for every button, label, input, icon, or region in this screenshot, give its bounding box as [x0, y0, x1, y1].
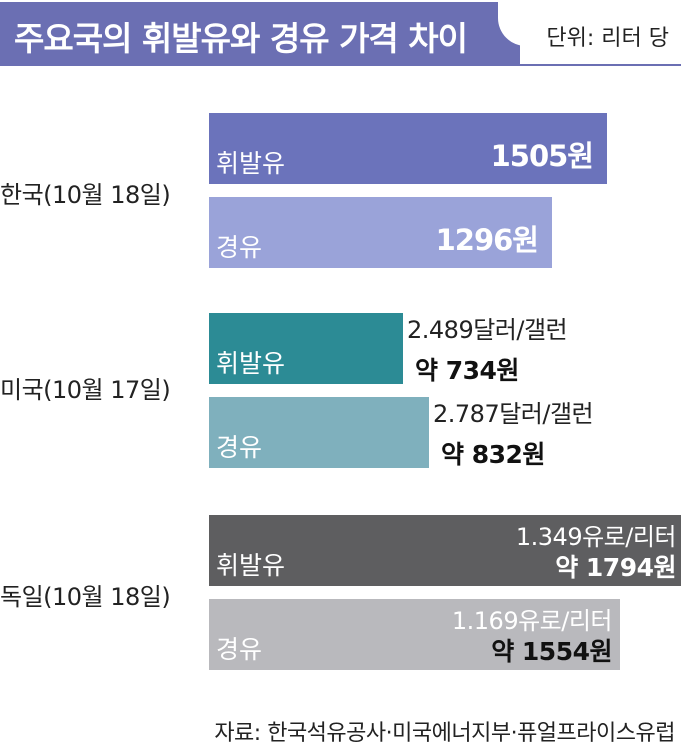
local-price-label: 2.787달러/갤런 [433, 400, 594, 428]
bar-name-label: 경유 [216, 433, 263, 462]
diesel-bar: 경유 1.169유로/리터 약 1554원 [209, 599, 620, 670]
chart-title: 주요국의 휘발유와 경유 가격 차이 [14, 19, 468, 58]
local-price-label: 1.349유로/리터 [515, 523, 677, 551]
title-rule [0, 64, 681, 66]
source-note: 자료: 한국석유공사·미국에너지부·퓨얼프라이스유럽 [214, 721, 675, 746]
group-label: 미국(10월 17일) [0, 376, 171, 404]
gasoline-bar: 휘발유 1505원 [209, 113, 607, 184]
bar-value-label: 약 734원 [415, 356, 519, 385]
bar-value-label: 약 1794원 [555, 553, 676, 582]
gasoline-bar: 휘발유 1.349유로/리터 약 1794원 [209, 515, 681, 586]
bar-value-label: 약 832원 [441, 440, 545, 469]
group-label: 독일(10월 18일) [0, 583, 171, 611]
gasoline-bar: 휘발유 [209, 313, 403, 384]
diesel-bar: 경유 [209, 397, 429, 468]
bar-name-label: 휘발유 [216, 551, 286, 580]
bar-value-label: 1505원 [490, 139, 594, 173]
bar-name-label: 휘발유 [216, 349, 286, 378]
title-banner: 주요국의 휘발유와 경유 가격 차이 [0, 2, 520, 64]
diesel-bar: 경유 1296원 [209, 197, 552, 268]
bar-name-label: 경유 [216, 233, 263, 262]
unit-label: 단위: 리터 당 [546, 26, 669, 51]
bar-value-label: 1296원 [435, 223, 539, 257]
local-price-label: 1.169유로/리터 [451, 607, 613, 635]
local-price-label: 2.489달러/갤런 [407, 316, 568, 344]
bar-name-label: 휘발유 [216, 149, 286, 178]
bar-name-label: 경유 [216, 635, 263, 664]
bar-value-label: 약 1554원 [491, 637, 612, 666]
group-label: 한국(10월 18일) [0, 181, 171, 209]
